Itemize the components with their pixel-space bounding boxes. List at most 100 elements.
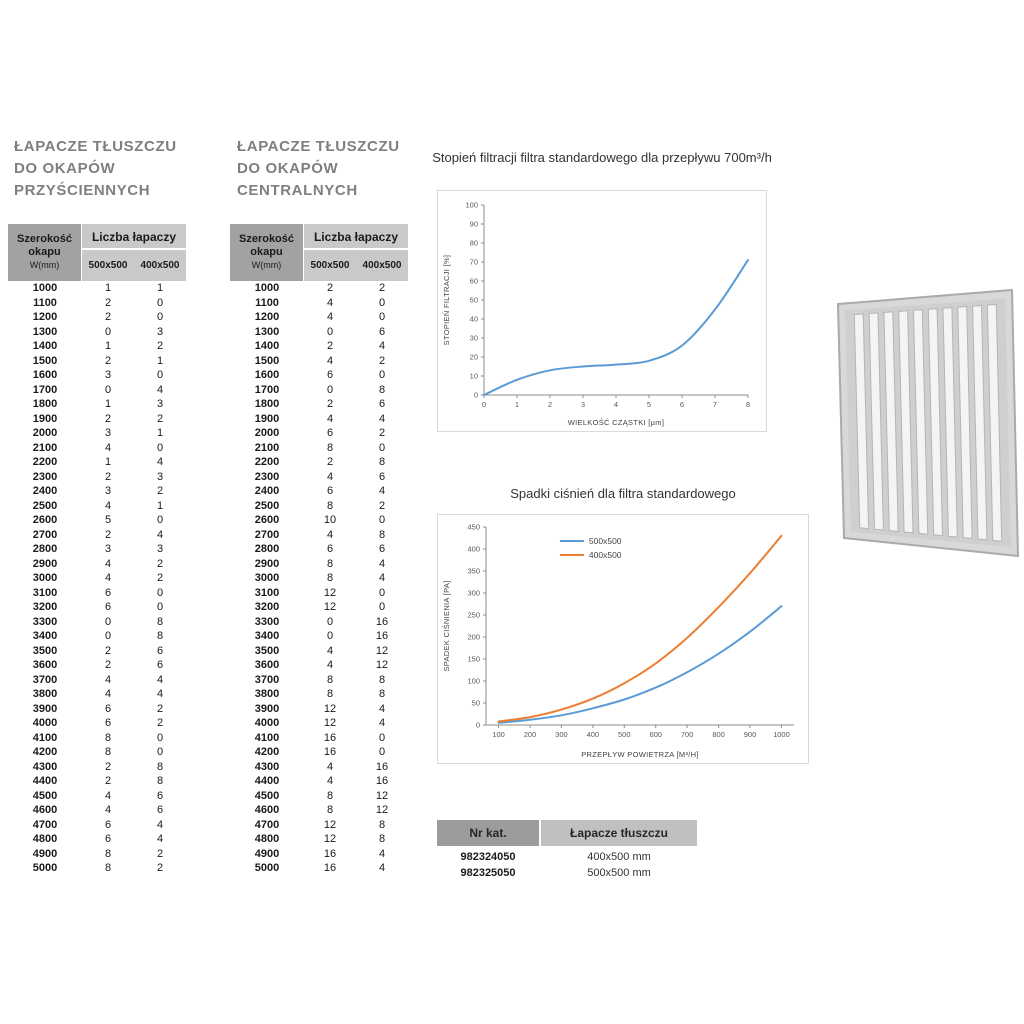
table-cell: 8 (156, 760, 164, 773)
table-row: 4700 12 8 (230, 818, 408, 833)
table-cell: 2 (156, 572, 164, 584)
svg-text:STOPIEŃ FILTRACJI [%]: STOPIEŃ FILTRACJI [%] (442, 255, 451, 346)
table-row: 3400 0 8 (8, 629, 186, 644)
table-cell: 6 (378, 325, 386, 338)
header-hood-width: Szerokość okapu W(mm) (230, 224, 304, 281)
table-cell: 0 (156, 311, 164, 323)
table-cell: 1 (156, 354, 164, 367)
table-cell: 2100 (32, 441, 58, 454)
table-cell: 4 (378, 717, 386, 729)
svg-text:350: 350 (467, 567, 480, 576)
table-cell: 2900 (254, 557, 280, 570)
legend-label: 400x500 (589, 550, 622, 560)
table-cell: 0 (156, 369, 164, 381)
table-cell: 8 (156, 775, 164, 787)
svg-text:250: 250 (467, 611, 480, 620)
table-cell: 6 (104, 586, 112, 599)
table-cell: 4800 (32, 833, 58, 845)
table-row: 1600 3 0 (8, 368, 186, 383)
table-cell: 3 (104, 427, 112, 439)
table-cell: 3 (156, 325, 164, 338)
table-cell: 12 (375, 659, 389, 671)
table-cell: 6 (156, 789, 164, 802)
table-cell: 3100 (32, 586, 58, 599)
table-cell: 2 (378, 354, 386, 367)
table-cell: 4100 (254, 731, 280, 744)
section-title-central-hoods: ŁAPACZE TŁUSZCZU DO OKAPÓW CENTRALNYCH (237, 136, 400, 202)
table-cell: 0 (378, 746, 386, 758)
header-size-500x500: 500x500 (88, 260, 128, 271)
header-hood-width: Szerokość okapu W(mm) (8, 224, 82, 281)
table-cell: 3 (156, 470, 164, 483)
table-cell: 4 (104, 572, 112, 584)
svg-text:2: 2 (548, 400, 552, 409)
table-cell: 8 (326, 673, 334, 686)
table-cell: 4 (104, 673, 112, 686)
svg-text:0: 0 (482, 400, 486, 409)
table-cell: 2000 (32, 427, 58, 439)
title-line: ŁAPACZE TŁUSZCZU (237, 138, 400, 155)
table-row: 1300 0 6 (230, 325, 408, 340)
table-cell: 2400 (254, 485, 280, 497)
table-row: 4000 12 4 (230, 716, 408, 731)
table-row: 2700 2 4 (8, 528, 186, 543)
table-cell: 982325050 (460, 867, 516, 879)
table-cell: 4 (104, 789, 112, 802)
table-cell: 1800 (254, 398, 280, 410)
table-cell: 5000 (32, 862, 58, 874)
header-trap-count: Liczba łapaczy 500x500 400x500 (304, 224, 408, 281)
table-row: 4500 8 12 (230, 789, 408, 804)
svg-text:60: 60 (470, 277, 478, 286)
table-cell: 1700 (32, 383, 58, 396)
table-body: 1000 1 1 1100 2 0 1200 2 0 1300 0 3 1400 1 2 1500 2 1 1600… (8, 281, 186, 876)
table-cell: 4 (326, 311, 334, 323)
table-row: 3600 2 6 (8, 658, 186, 673)
table-cell: 2 (156, 412, 164, 425)
svg-text:50: 50 (472, 699, 480, 708)
table-cell: 0 (378, 369, 386, 381)
header-subrow: 500x500 400x500 (304, 250, 408, 281)
table-cell: 2 (156, 557, 164, 570)
table-cell: 3500 (254, 644, 280, 657)
svg-text:70: 70 (470, 258, 478, 267)
catalog-body: 982324050 400x500 mm 982325050 500x500 mm (437, 849, 697, 881)
table-cell: 3700 (254, 673, 280, 686)
table-cell: 8 (156, 615, 164, 628)
title-line: PRZYŚCIENNYCH (14, 182, 151, 199)
table-cell: 1 (156, 499, 164, 512)
table-row: 3700 8 8 (230, 673, 408, 688)
table-row: 1700 0 8 (230, 383, 408, 398)
table-cell: 4 (378, 412, 386, 425)
table-cell: 1100 (33, 296, 57, 309)
svg-text:8: 8 (746, 400, 750, 409)
table-cell: 4000 (32, 717, 58, 729)
table-cell: 4 (378, 557, 386, 570)
table-cell: 3 (104, 543, 112, 555)
table-cell: 8 (104, 746, 112, 758)
header-subrow: 500x500 400x500 (82, 250, 186, 281)
table-cell: 16 (323, 847, 337, 860)
table-cell: 0 (156, 746, 164, 758)
table-row: 2900 8 4 (230, 557, 408, 572)
table-cell: 2500 (254, 499, 280, 512)
table-cell: 2 (378, 499, 386, 512)
header-trap-count: Liczba łapaczy 500x500 400x500 (82, 224, 186, 281)
table-cell: 1700 (254, 383, 280, 396)
table-row: 3100 12 0 (230, 586, 408, 601)
table-cell: 1500 (254, 354, 280, 367)
table-cell: 0 (104, 325, 112, 338)
svg-text:30: 30 (470, 334, 478, 343)
filter-count-table-wall: Szerokość okapu W(mm) Liczba łapaczy 500… (8, 224, 186, 876)
table-row: 3700 4 4 (8, 673, 186, 688)
table-cell: 4 (378, 340, 386, 352)
table-cell: 2700 (254, 528, 280, 541)
table-row: 2500 8 2 (230, 499, 408, 514)
table-row: 2100 8 0 (230, 441, 408, 456)
table-cell: 0 (156, 441, 164, 454)
title-line: ŁAPACZE TŁUSZCZU (14, 138, 177, 155)
chart-series-line (497, 534, 783, 723)
svg-text:40: 40 (470, 315, 478, 324)
table-row: 4700 6 4 (8, 818, 186, 833)
table-cell: 2 (104, 470, 112, 483)
table-cell: 8 (326, 557, 334, 570)
